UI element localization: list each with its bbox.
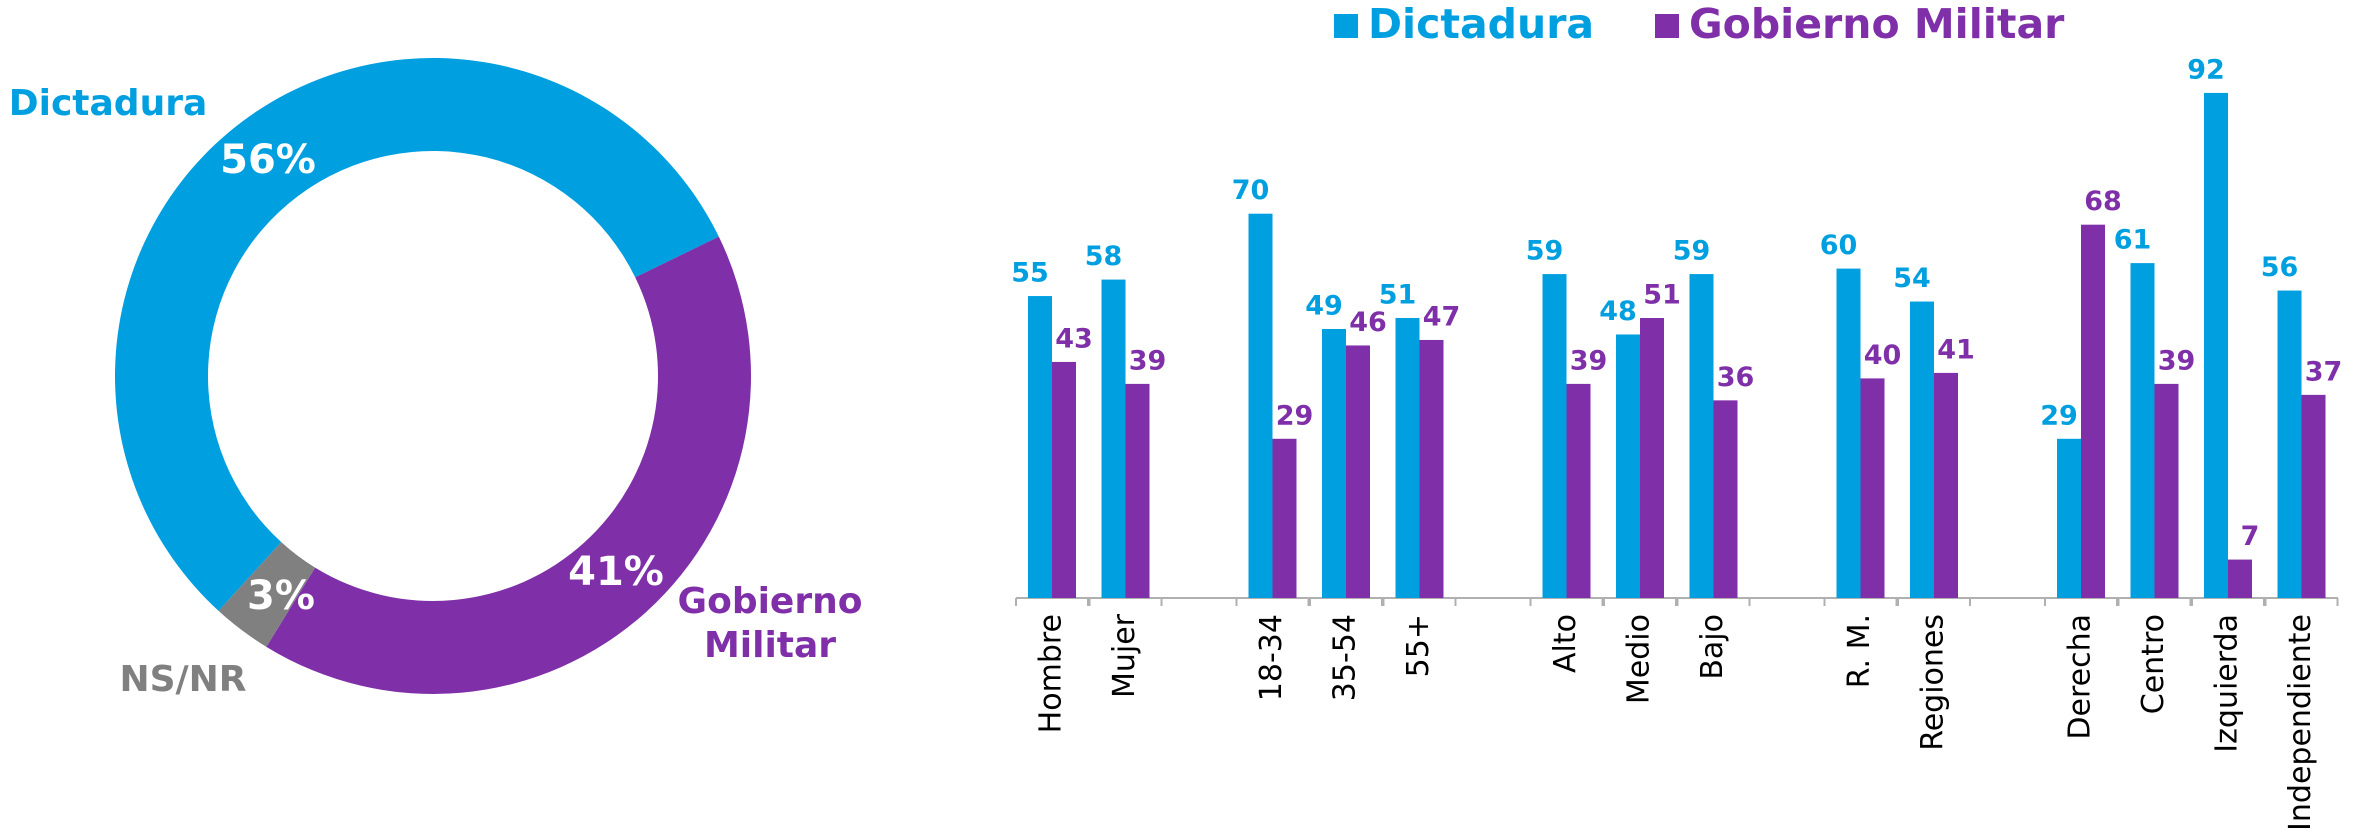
x-tick-label: Alto <box>1548 614 1583 673</box>
bar-value-label: 58 <box>1085 241 1123 272</box>
x-tick-label: Independiente <box>2283 614 2318 831</box>
bar <box>1836 268 1861 598</box>
bar-value-label: 59 <box>1673 236 1711 267</box>
bar <box>1566 383 1591 598</box>
slice-category-label: NS/NR <box>119 659 246 700</box>
bar-value-label: 51 <box>1643 280 1681 311</box>
bar <box>2081 224 2105 598</box>
bar <box>1616 334 1640 598</box>
donut-slice <box>114 57 719 611</box>
bar-value-label: 46 <box>1349 307 1387 338</box>
bar <box>1640 318 1664 598</box>
bar-value-label: 68 <box>2084 186 2122 217</box>
bar-value-label: 43 <box>1055 323 1093 354</box>
slice-value-label: 3% <box>247 573 315 619</box>
bar <box>1101 279 1126 598</box>
bar <box>2130 263 2155 598</box>
bar <box>2301 394 2326 598</box>
bar-value-label: 51 <box>1379 280 1417 311</box>
x-tick-label: Hombre <box>1034 614 1069 733</box>
x-tick-label: Derecha <box>2063 614 2098 740</box>
bar <box>1248 213 1273 598</box>
bar-value-label: 55 <box>1011 258 1049 289</box>
bar-value-label: 39 <box>1129 345 1167 376</box>
x-tick-label: Centro <box>2136 614 2171 714</box>
bar-value-label: 92 <box>2187 54 2225 85</box>
bar <box>1052 361 1076 598</box>
bar-value-label: 59 <box>1526 236 1564 267</box>
bar-value-label: 47 <box>1423 301 1461 332</box>
x-tick-label: Regiones <box>1916 614 1951 751</box>
slice-value-label: 56% <box>220 137 316 183</box>
bar-value-label: 48 <box>1599 296 1637 327</box>
bar <box>1910 301 1934 598</box>
bar <box>2154 383 2179 598</box>
x-tick-label: R. M. <box>1842 614 1877 688</box>
bar <box>1395 318 1420 598</box>
x-tick-label: Medio <box>1622 614 1657 704</box>
bar <box>1713 400 1738 598</box>
bar-value-label: 39 <box>2158 345 2196 376</box>
bar <box>2277 290 2302 598</box>
legend-label: Gobierno Militar <box>1689 0 2065 48</box>
bar-value-label: 36 <box>1717 362 1755 393</box>
bar <box>1542 274 1567 598</box>
bar-value-label: 37 <box>2305 356 2343 387</box>
legend-swatch <box>1334 14 1358 38</box>
x-tick-label: Izquierda <box>2210 614 2245 753</box>
bar-value-label: 29 <box>1276 400 1314 431</box>
bar <box>1272 438 1297 598</box>
slice-value-label: 41% <box>568 549 664 595</box>
bar <box>1860 378 1885 598</box>
bar-value-label: 29 <box>2040 400 2078 431</box>
bar <box>2204 92 2228 599</box>
bar <box>2057 438 2081 598</box>
x-tick-label: 55+ <box>1401 614 1436 677</box>
x-tick-label: Bajo <box>1695 614 1730 680</box>
bar-value-label: 40 <box>1864 340 1902 371</box>
legend-swatch <box>1655 14 1679 38</box>
bar <box>1346 345 1370 598</box>
legend-label: Dictadura <box>1368 0 1594 48</box>
bar <box>1689 274 1714 598</box>
bar-value-label: 61 <box>2114 225 2152 256</box>
bar <box>1125 383 1150 598</box>
bar <box>2228 559 2252 598</box>
bar-value-label: 54 <box>1893 263 1931 294</box>
x-tick-label: 35-54 <box>1328 614 1363 701</box>
bar <box>1322 328 1346 598</box>
bar-value-label: 39 <box>1570 345 1608 376</box>
bar <box>1028 296 1052 598</box>
bar-value-label: 60 <box>1820 230 1858 261</box>
bar-value-label: 70 <box>1232 175 1270 206</box>
bar-value-label: 41 <box>1937 334 1975 365</box>
bar-value-label: 56 <box>2261 252 2299 283</box>
bar <box>1934 372 1958 598</box>
x-tick-label: Mujer <box>1107 613 1142 698</box>
x-tick-label: 18-34 <box>1254 614 1289 701</box>
donut-slice <box>218 542 316 647</box>
slice-category-label: Dictadura <box>9 83 208 124</box>
slice-category-label: Gobierno Militar <box>678 581 863 666</box>
bar-value-label: 7 <box>2241 521 2260 552</box>
donut-slice <box>266 236 751 695</box>
bar-value-label: 49 <box>1305 290 1343 321</box>
bar <box>1419 339 1444 598</box>
